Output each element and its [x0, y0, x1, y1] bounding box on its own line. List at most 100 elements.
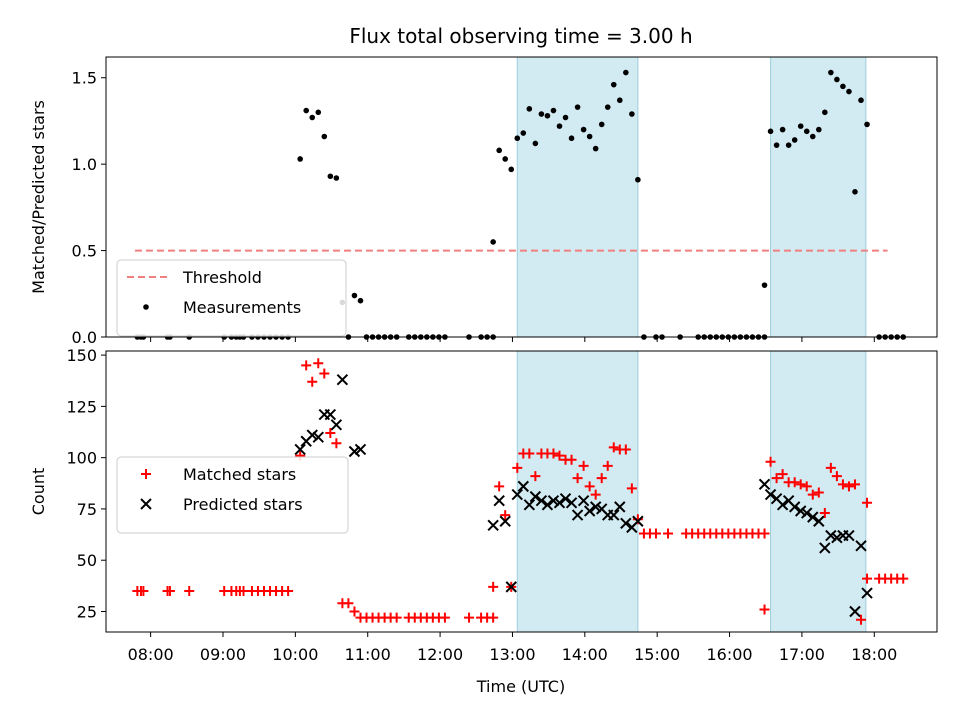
data-point: [354, 443, 367, 456]
data-point: [307, 376, 318, 387]
legend-label: Matched stars: [183, 465, 296, 484]
legend-label: Measurements: [183, 298, 301, 317]
data-point: [650, 528, 661, 539]
x-tick-label: 18:00: [851, 645, 897, 664]
legend-swatch: [141, 469, 151, 479]
x-tick-label: 10:00: [272, 645, 318, 664]
x-tick-label: 12:00: [417, 645, 463, 664]
data-point: [319, 368, 330, 379]
data-point: [758, 478, 771, 491]
data-point: [608, 442, 619, 453]
data-point: [849, 479, 860, 490]
data-point: [788, 501, 801, 513]
data-point: [791, 137, 798, 143]
data-point: [580, 126, 587, 133]
data-point: [301, 360, 312, 371]
data-point: [488, 612, 499, 623]
data-point: [598, 121, 605, 128]
data-point: [184, 585, 195, 596]
data-point: [822, 109, 828, 116]
data-point: [550, 107, 557, 114]
data-point: [488, 581, 499, 592]
data-point: [898, 573, 909, 584]
legend-box: [116, 259, 347, 337]
data-point: [391, 612, 402, 623]
legend-swatch: [140, 498, 152, 510]
data-point: [813, 515, 825, 527]
x-tick-label: 17:00: [779, 645, 825, 664]
data-point: [505, 581, 517, 593]
chart-title: Flux total observing time = 3.00 h: [349, 24, 692, 48]
data-point: [819, 542, 831, 554]
legend-swatch: [143, 304, 149, 310]
data-point: [306, 429, 318, 441]
data-point: [530, 471, 541, 482]
y-tick-label: 50: [77, 551, 97, 570]
data-point: [535, 495, 548, 507]
data-point: [574, 104, 581, 110]
data-point: [321, 133, 328, 140]
shaded-interval: [770, 56, 867, 338]
data-point: [807, 489, 818, 500]
data-point: [309, 114, 316, 121]
data-point: [541, 499, 554, 511]
data-point: [294, 443, 306, 456]
data-point: [831, 531, 843, 544]
data-point: [439, 612, 450, 623]
data-point: [840, 83, 846, 90]
data-point: [315, 109, 322, 116]
y-tick-label: 75: [77, 500, 97, 519]
data-point: [532, 140, 539, 147]
data-point: [825, 462, 836, 473]
data-point: [785, 142, 792, 148]
x-tick-label: 15:00: [634, 645, 680, 664]
x-tick-label: 14:00: [562, 645, 608, 664]
data-point: [577, 495, 590, 507]
data-point: [327, 173, 334, 180]
data-point: [565, 497, 578, 509]
data-point: [538, 111, 545, 117]
data-point: [663, 528, 674, 539]
data-point: [779, 126, 786, 133]
y-axis-label: Matched/Predicted stars: [29, 100, 48, 294]
y-tick-label: 25: [77, 602, 97, 621]
data-point: [343, 598, 354, 609]
data-point: [623, 69, 629, 76]
data-point: [283, 585, 294, 596]
data-point: [765, 456, 776, 467]
data-point: [547, 495, 560, 507]
data-point: [773, 142, 780, 148]
data-point: [331, 438, 342, 449]
data-point: [584, 481, 595, 492]
data-point: [494, 481, 505, 492]
data-point: [596, 473, 607, 484]
data-point: [777, 469, 788, 480]
data-point: [336, 374, 349, 386]
data-point: [803, 128, 810, 135]
data-point: [586, 133, 593, 140]
data-point: [524, 448, 535, 459]
data-point: [351, 292, 358, 299]
data-point: [303, 107, 310, 114]
data-point: [849, 605, 861, 618]
data-point: [620, 517, 632, 529]
data-point: [635, 176, 641, 183]
data-point: [789, 477, 800, 488]
y-tick-label: 0.5: [72, 242, 97, 261]
data-point: [589, 501, 602, 513]
data-point: [856, 614, 867, 625]
data-point: [500, 510, 511, 521]
data-point: [604, 104, 611, 110]
data-point: [508, 166, 515, 173]
y-tick-label: 1.5: [72, 69, 97, 88]
y-tick-label: 0.0: [72, 328, 97, 347]
x-tick-label: 09:00: [200, 645, 246, 664]
data-point: [556, 123, 563, 129]
data-point: [313, 358, 324, 369]
data-point: [614, 501, 626, 513]
data-point: [487, 519, 499, 532]
data-point: [843, 529, 855, 542]
legend: Threshold Measurements: [116, 259, 347, 337]
data-point: [493, 495, 505, 507]
